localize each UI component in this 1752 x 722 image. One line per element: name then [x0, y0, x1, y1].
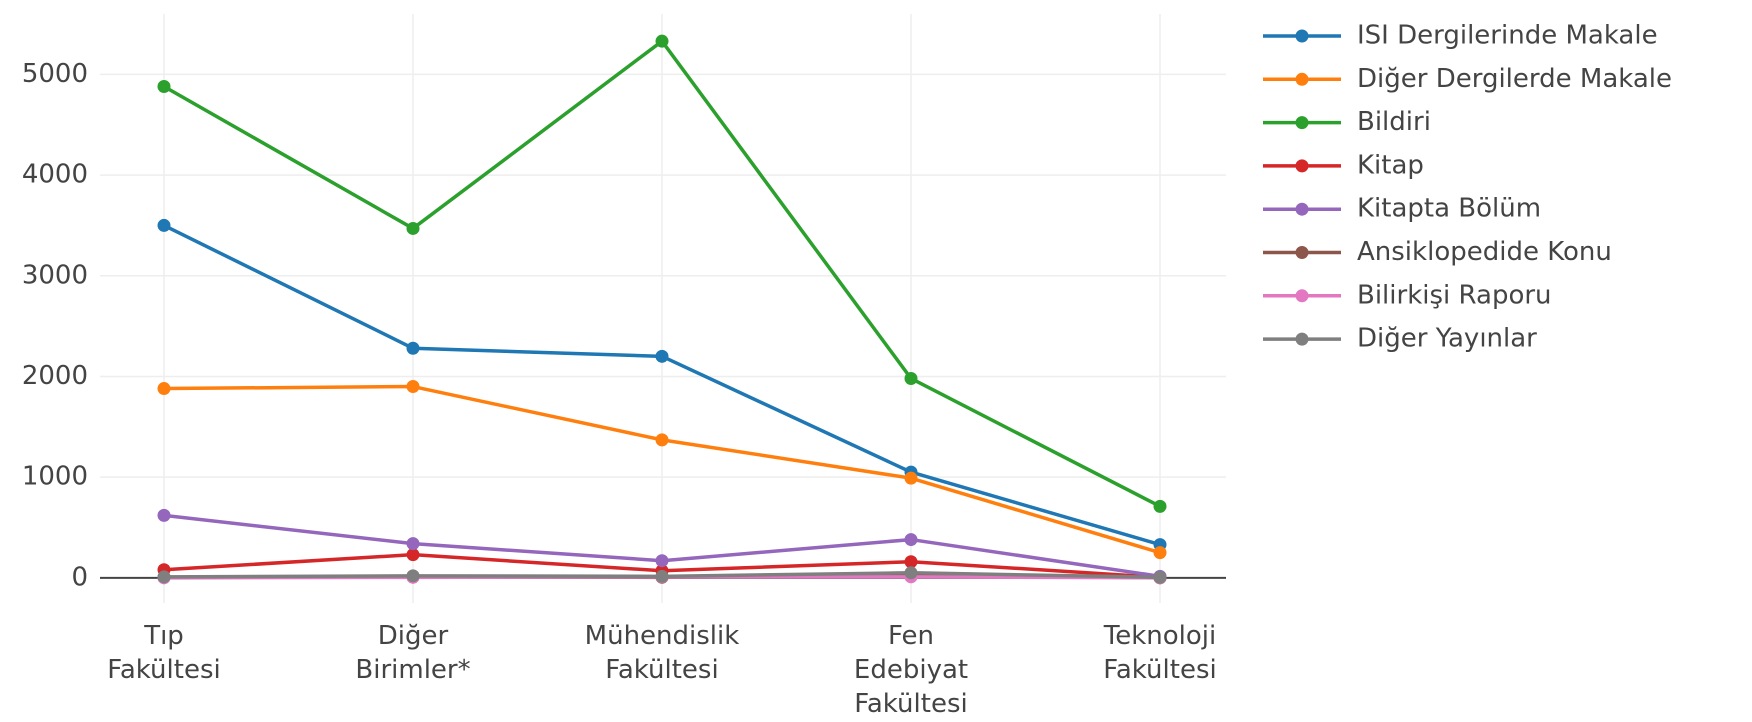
- legend-marker: [1295, 29, 1309, 43]
- x-tick-label: Diğer Birimler*: [355, 621, 471, 685]
- y-tick-label: 4000: [22, 160, 88, 190]
- legend-label: Bildiri: [1357, 107, 1431, 137]
- data-point: [157, 382, 171, 396]
- legend-marker: [1295, 72, 1309, 86]
- legend-marker: [1295, 202, 1309, 216]
- legend-marker: [1295, 246, 1309, 259]
- y-tick-label: 1000: [22, 462, 88, 492]
- data-point: [655, 349, 669, 363]
- data-point: [904, 471, 918, 485]
- data-point: [655, 34, 669, 48]
- legend-marker: [1295, 332, 1309, 346]
- y-tick-label: 2000: [22, 361, 88, 391]
- data-point: [655, 554, 669, 568]
- data-point: [406, 548, 420, 562]
- y-tick-label: 0: [71, 562, 88, 592]
- y-tick-label: 5000: [22, 59, 88, 89]
- legend-label: Ansiklopedide Konu: [1357, 237, 1612, 267]
- data-point: [1153, 546, 1167, 560]
- data-point: [406, 569, 420, 583]
- data-point: [904, 555, 918, 569]
- data-point: [904, 371, 918, 385]
- data-point: [655, 569, 669, 583]
- legend-label: Kitap: [1357, 150, 1424, 180]
- legend-label: Diğer Dergilerde Makale: [1357, 64, 1672, 94]
- data-point: [1153, 570, 1167, 584]
- legend-label: Diğer Yayınlar: [1357, 324, 1537, 354]
- data-point: [406, 380, 420, 394]
- x-tick-label: Teknoloji Fakültesi: [1103, 621, 1217, 685]
- x-tick-label: Fen Edebiyat Fakültesi: [853, 621, 969, 719]
- data-point: [655, 433, 669, 447]
- data-point: [904, 566, 918, 580]
- data-point: [406, 221, 420, 235]
- x-tick-label: Tıp Fakültesi: [107, 621, 221, 685]
- legend-marker: [1295, 289, 1309, 303]
- data-point: [904, 533, 918, 547]
- data-point: [406, 341, 420, 355]
- legend-marker: [1295, 159, 1309, 173]
- data-point: [406, 537, 420, 551]
- data-point: [1153, 499, 1167, 513]
- x-tick-label: Mühendislik Fakültesi: [584, 621, 740, 685]
- data-point: [157, 218, 171, 232]
- data-point: [157, 570, 171, 584]
- y-tick-label: 3000: [22, 260, 88, 290]
- legend-label: ISI Dergilerinde Makale: [1357, 21, 1658, 51]
- legend-label: Kitapta Bölüm: [1357, 194, 1541, 224]
- data-point: [157, 79, 171, 93]
- legend-label: Bilirkişi Raporu: [1357, 280, 1552, 310]
- data-point: [157, 508, 171, 522]
- legend-marker: [1295, 116, 1309, 130]
